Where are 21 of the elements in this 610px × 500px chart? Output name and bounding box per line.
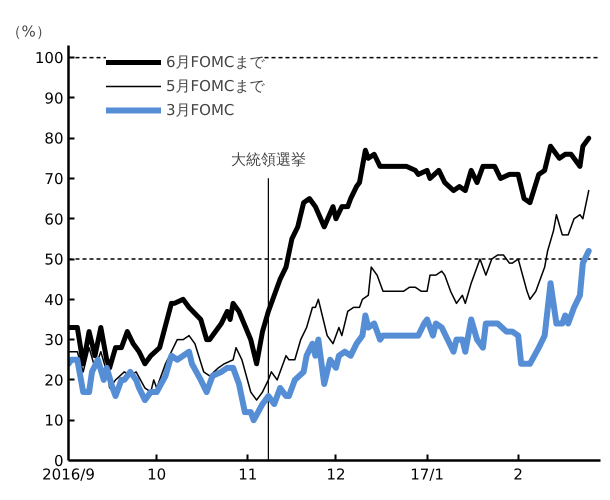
y-tick-label: 80 (44, 130, 64, 148)
legend-label: 3月FOMC (166, 100, 234, 120)
legend-label: 5月FOMCまで (166, 76, 264, 96)
y-tick-label: 60 (44, 210, 64, 228)
y-axis-title: （%） (6, 22, 51, 40)
y-tick-label: 70 (44, 170, 64, 188)
x-tick-label: 17/1 (410, 466, 444, 484)
y-tick-label: 40 (44, 290, 64, 309)
ref-line-label: 大統領選挙 (230, 150, 306, 168)
x-tick-label: 2 (513, 466, 523, 484)
x-tick-label: 10 (147, 466, 166, 484)
legend-label: 6月FOMCまで (166, 52, 264, 72)
y-tick-label: 90 (44, 89, 64, 108)
y-tick-label: 100 (34, 49, 64, 68)
x-tick-label: 11 (238, 466, 258, 484)
y-tick-label: 20 (44, 371, 64, 390)
x-tick-label: 2016/9 (42, 466, 95, 484)
y-tick-label: 30 (44, 331, 64, 350)
x-tick-label: 12 (326, 466, 346, 484)
y-tick-label: 50 (44, 250, 64, 269)
y-tick-label: 10 (44, 412, 64, 430)
